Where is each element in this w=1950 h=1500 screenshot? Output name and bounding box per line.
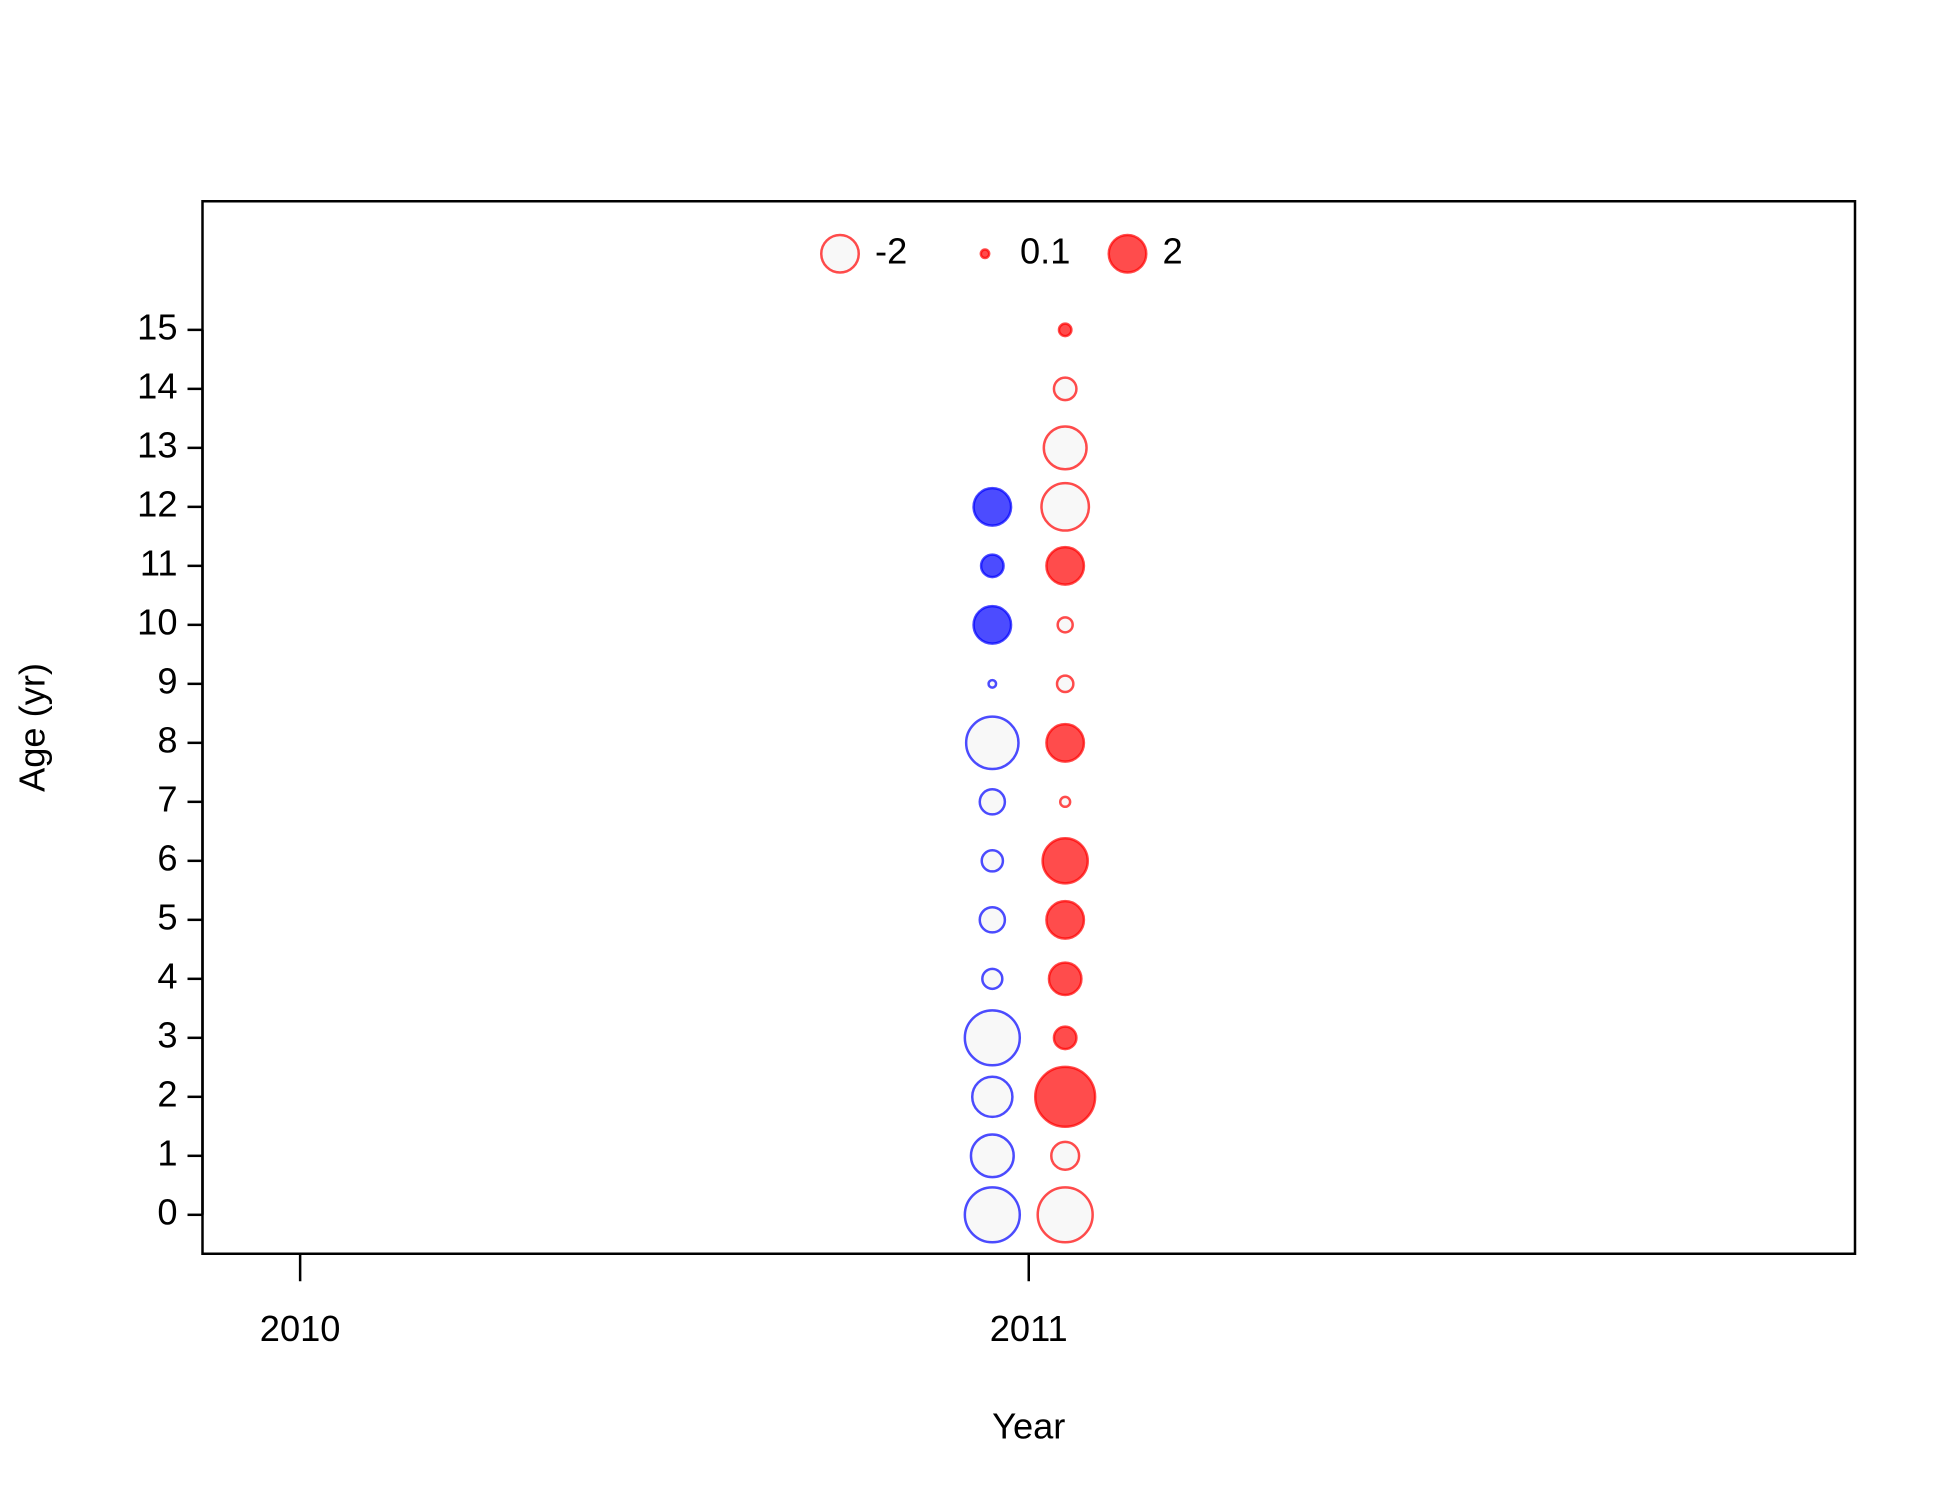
bubble bbox=[970, 1075, 1014, 1119]
bubble bbox=[1056, 616, 1074, 634]
legend-marker bbox=[979, 248, 991, 260]
y-tick-label: 5 bbox=[157, 896, 177, 937]
y-tick-label: 3 bbox=[157, 1014, 177, 1055]
y-tick-label: 6 bbox=[157, 837, 177, 878]
bubble bbox=[1045, 722, 1086, 763]
bubble bbox=[1045, 545, 1086, 586]
legend-label: -2 bbox=[875, 230, 907, 271]
bubble bbox=[981, 967, 1004, 991]
bubble bbox=[1058, 795, 1072, 809]
y-tick-label: 12 bbox=[137, 483, 177, 524]
legend-label: 0.1 bbox=[1020, 230, 1070, 271]
plot-frame bbox=[201, 200, 1857, 1255]
bubble bbox=[1057, 322, 1073, 338]
y-tick-label: 9 bbox=[157, 660, 177, 701]
bubble bbox=[1050, 1140, 1081, 1171]
y-axis-label: Age (yr) bbox=[12, 663, 53, 792]
bubble bbox=[972, 604, 1013, 645]
y-tick-label: 4 bbox=[157, 955, 177, 996]
bubble bbox=[1036, 1186, 1094, 1244]
bubble bbox=[979, 553, 1005, 579]
bubble bbox=[972, 486, 1013, 527]
bubble bbox=[978, 906, 1007, 934]
y-tick-label: 13 bbox=[137, 424, 177, 465]
bubble bbox=[1045, 899, 1086, 940]
bubble bbox=[969, 1133, 1015, 1179]
y-tick-label: 8 bbox=[157, 719, 177, 760]
bubble bbox=[963, 1009, 1022, 1067]
x-axis-label: Year bbox=[992, 1405, 1065, 1446]
bubble bbox=[1041, 837, 1089, 885]
y-tick-label: 14 bbox=[137, 365, 177, 406]
y-tick-label: 1 bbox=[157, 1132, 177, 1173]
y-tick-label: 15 bbox=[137, 306, 177, 347]
bubble bbox=[987, 678, 998, 689]
bubble bbox=[963, 1186, 1022, 1244]
y-tick-label: 2 bbox=[157, 1073, 177, 1114]
bubble bbox=[1040, 481, 1091, 532]
bubble bbox=[1052, 1025, 1078, 1051]
bubble bbox=[1052, 376, 1078, 402]
bubble bbox=[980, 848, 1005, 873]
y-tick-label: 10 bbox=[137, 601, 177, 642]
bubble bbox=[1034, 1065, 1097, 1128]
bubble bbox=[964, 715, 1020, 771]
x-tick-label: 2010 bbox=[260, 1308, 341, 1349]
bubble bbox=[1047, 961, 1083, 997]
y-tick-label: 7 bbox=[157, 778, 177, 819]
legend-marker bbox=[820, 233, 860, 274]
bubble bbox=[1042, 425, 1088, 471]
legend-label: 2 bbox=[1163, 230, 1183, 271]
legend-marker bbox=[1107, 233, 1148, 274]
x-tick-label: 2011 bbox=[990, 1308, 1068, 1349]
y-tick-label: 11 bbox=[140, 542, 178, 583]
bubble bbox=[1055, 674, 1075, 694]
y-tick-label: 0 bbox=[157, 1191, 177, 1232]
bubble bbox=[978, 788, 1007, 816]
